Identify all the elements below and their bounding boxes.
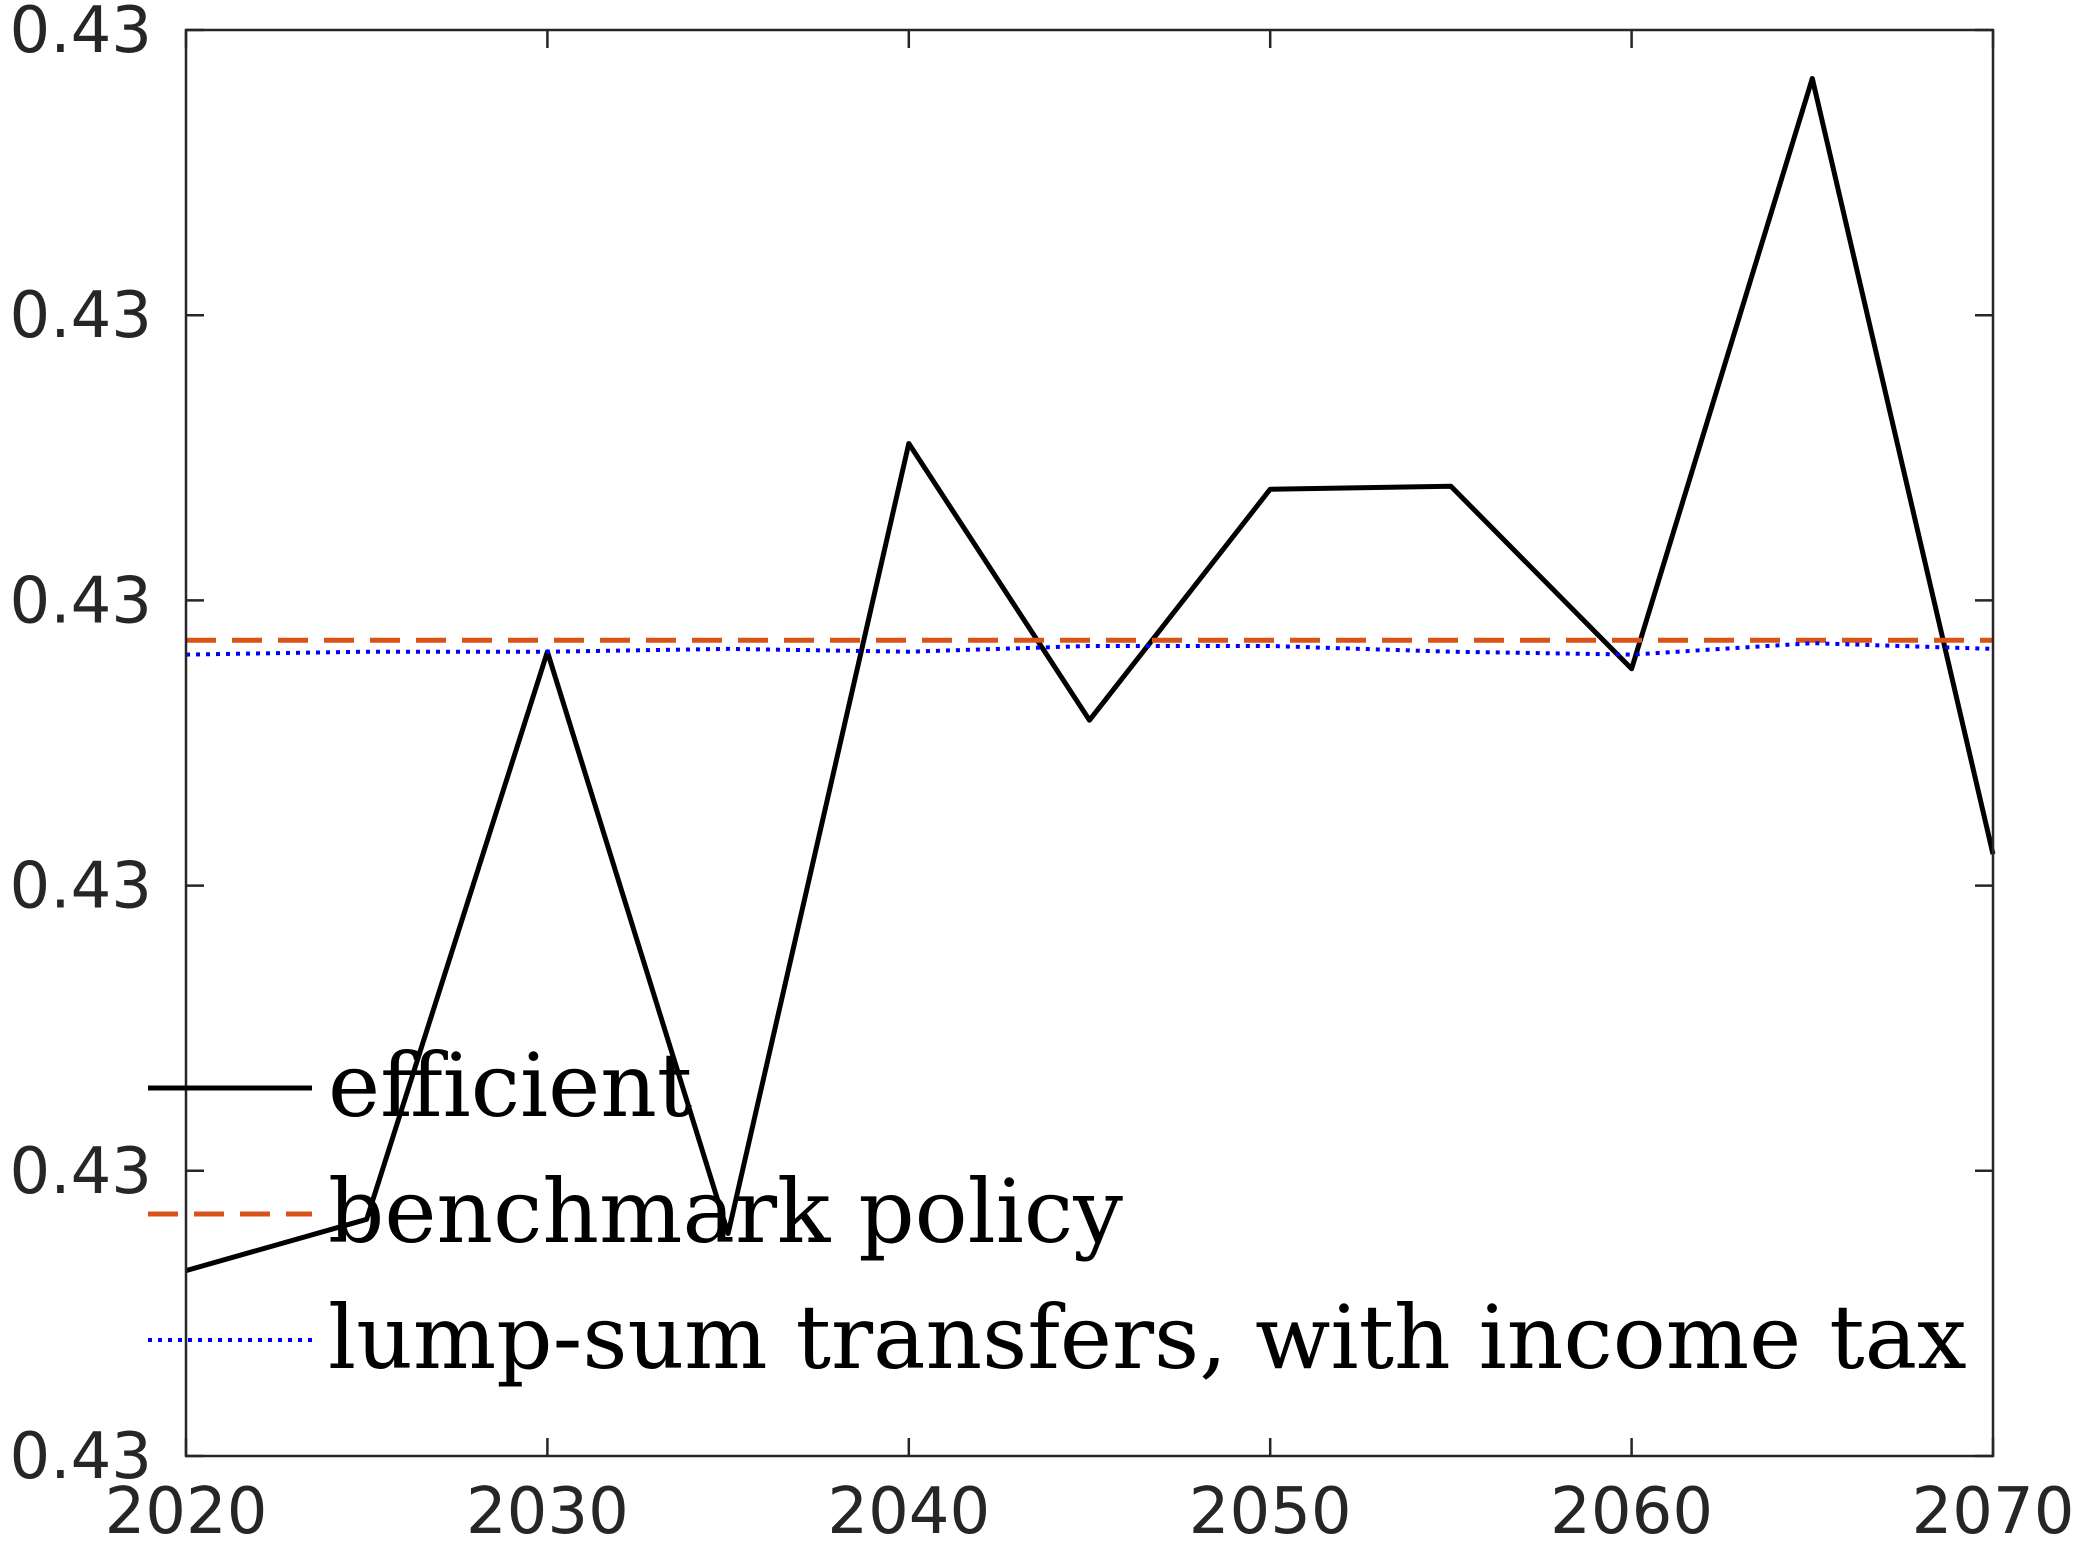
y-tick-label: 0.43 — [10, 279, 153, 353]
y-tick-label: 0.43 — [10, 564, 153, 638]
x-tick-label: 2060 — [1550, 1475, 1713, 1549]
legend-label: benchmark policy — [328, 1160, 1123, 1263]
x-tick-label: 2030 — [466, 1475, 629, 1549]
legend-label: lump-sum transfers, with income tax — [328, 1286, 1967, 1389]
x-tick-label: 2050 — [1189, 1475, 1352, 1549]
legend-label: efficient — [328, 1034, 692, 1137]
x-tick-label: 2020 — [105, 1475, 268, 1549]
x-tick-label: 2040 — [827, 1475, 990, 1549]
series-layer — [185, 76, 1996, 1274]
y-tick-label: 0.43 — [10, 850, 153, 924]
series-line-efficient — [185, 76, 1996, 1274]
x-tick-label: 2070 — [1912, 1475, 2075, 1549]
legend: efficient benchmark policy lump-sum transf… — [148, 1034, 1967, 1389]
y-tick-label: 0.43 — [10, 1135, 153, 1209]
y-tick-label: 0.43 — [10, 1420, 153, 1494]
series-line-lump-sum-transfers-with-income-tax — [185, 641, 1994, 657]
plot-frame — [184, 28, 1995, 1458]
axes-ticks: 2020 2030 2040 2050 2060 2070 0.43 0.43 0.43 0.43… — [10, 0, 2075, 1549]
y-tick-label: 0.43 — [10, 0, 153, 68]
